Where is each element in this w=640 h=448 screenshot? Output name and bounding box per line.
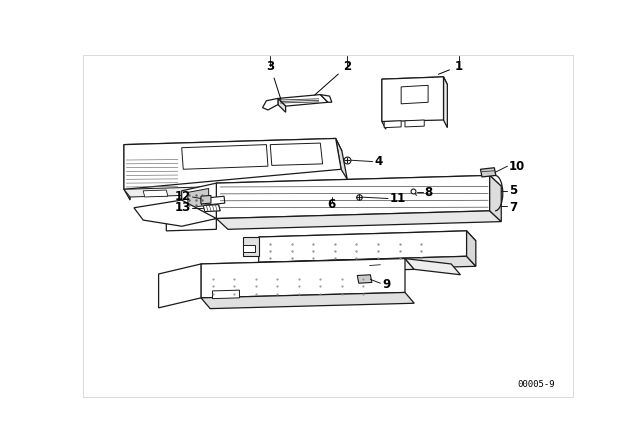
- Polygon shape: [166, 219, 216, 231]
- Polygon shape: [259, 231, 476, 247]
- Polygon shape: [278, 95, 328, 106]
- Polygon shape: [490, 176, 501, 222]
- Polygon shape: [382, 79, 386, 129]
- Text: 13: 13: [175, 201, 191, 214]
- Polygon shape: [124, 145, 130, 200]
- Polygon shape: [201, 195, 211, 204]
- Polygon shape: [368, 262, 382, 271]
- Polygon shape: [182, 145, 268, 169]
- Polygon shape: [204, 205, 220, 211]
- Polygon shape: [243, 237, 259, 256]
- Polygon shape: [124, 138, 342, 157]
- Polygon shape: [159, 264, 201, 308]
- Text: 10: 10: [509, 159, 525, 172]
- Text: 6: 6: [328, 198, 336, 211]
- Polygon shape: [401, 85, 428, 104]
- Text: 8: 8: [424, 186, 433, 199]
- Polygon shape: [201, 258, 405, 298]
- Polygon shape: [297, 185, 322, 192]
- Polygon shape: [336, 138, 348, 179]
- Polygon shape: [188, 189, 209, 208]
- Polygon shape: [384, 121, 401, 128]
- Polygon shape: [201, 258, 414, 275]
- Polygon shape: [467, 231, 476, 266]
- Polygon shape: [278, 99, 285, 112]
- Polygon shape: [124, 138, 341, 189]
- Polygon shape: [259, 256, 476, 272]
- Polygon shape: [320, 95, 332, 102]
- Polygon shape: [143, 190, 168, 197]
- Polygon shape: [216, 176, 490, 219]
- Text: 5: 5: [509, 184, 517, 197]
- Text: 11: 11: [390, 192, 406, 205]
- Polygon shape: [182, 183, 216, 226]
- Text: 9: 9: [382, 278, 390, 291]
- Polygon shape: [357, 275, 372, 283]
- Polygon shape: [216, 176, 501, 194]
- Polygon shape: [405, 258, 460, 275]
- Text: 1: 1: [438, 60, 463, 74]
- Polygon shape: [270, 143, 323, 165]
- Text: 00005-9: 00005-9: [517, 380, 555, 389]
- Polygon shape: [262, 99, 278, 110]
- Polygon shape: [382, 77, 444, 121]
- Polygon shape: [481, 168, 496, 177]
- Polygon shape: [382, 77, 447, 87]
- Polygon shape: [201, 196, 225, 206]
- Polygon shape: [265, 262, 285, 270]
- Text: 2: 2: [315, 60, 351, 95]
- Polygon shape: [243, 245, 255, 252]
- Polygon shape: [236, 188, 260, 195]
- Polygon shape: [124, 183, 342, 197]
- Polygon shape: [212, 290, 239, 299]
- Text: 3: 3: [266, 60, 281, 99]
- Polygon shape: [351, 259, 371, 268]
- Polygon shape: [216, 211, 501, 229]
- Text: 4: 4: [374, 155, 383, 168]
- Polygon shape: [134, 200, 216, 226]
- Polygon shape: [259, 231, 467, 263]
- Polygon shape: [405, 120, 424, 127]
- Polygon shape: [201, 293, 414, 309]
- Polygon shape: [444, 77, 447, 128]
- Text: 12: 12: [175, 190, 191, 203]
- Text: 7: 7: [509, 201, 517, 214]
